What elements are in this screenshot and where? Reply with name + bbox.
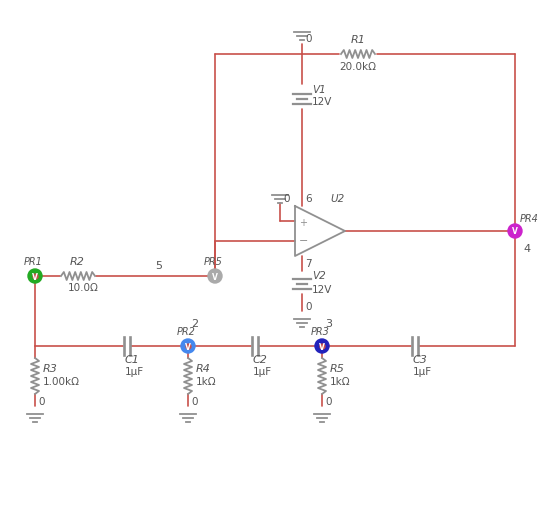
Circle shape <box>28 269 42 284</box>
Text: 0: 0 <box>283 193 289 204</box>
Text: 0: 0 <box>305 34 311 44</box>
Text: 12V: 12V <box>312 285 332 294</box>
Text: R2: R2 <box>70 257 85 267</box>
Text: V2: V2 <box>312 270 326 280</box>
Circle shape <box>508 224 522 239</box>
Text: +: + <box>300 217 307 228</box>
Text: U2: U2 <box>330 193 344 204</box>
Text: PR2: PR2 <box>176 326 196 336</box>
Text: V: V <box>32 272 38 281</box>
Text: V: V <box>319 342 325 351</box>
Text: C2: C2 <box>253 354 268 364</box>
Text: V: V <box>212 272 218 281</box>
Text: 20.0kΩ: 20.0kΩ <box>339 62 376 72</box>
Text: 5: 5 <box>155 261 162 270</box>
Text: R4: R4 <box>196 363 211 373</box>
Text: 1μF: 1μF <box>125 366 144 376</box>
Text: 1μF: 1μF <box>253 366 272 376</box>
Text: 3: 3 <box>325 318 332 328</box>
Text: 1kΩ: 1kΩ <box>196 376 217 386</box>
Text: C1: C1 <box>125 354 140 364</box>
Text: V1: V1 <box>312 85 326 95</box>
Text: 0: 0 <box>325 396 332 406</box>
Text: 0: 0 <box>38 396 45 406</box>
Text: 1μF: 1μF <box>413 366 432 376</box>
Text: V: V <box>185 342 191 351</box>
Text: −: − <box>299 236 308 245</box>
Text: 10.0Ω: 10.0Ω <box>68 282 99 293</box>
Text: 4: 4 <box>523 243 530 253</box>
Text: PR1: PR1 <box>24 257 42 267</box>
Text: 2: 2 <box>191 318 198 328</box>
Text: PR4: PR4 <box>520 214 539 223</box>
Text: 7: 7 <box>305 259 312 268</box>
Circle shape <box>315 340 329 353</box>
Circle shape <box>181 340 195 353</box>
Text: 6: 6 <box>305 193 312 204</box>
Text: R1: R1 <box>350 35 365 45</box>
Text: 0: 0 <box>191 396 197 406</box>
Text: PR3: PR3 <box>311 326 329 336</box>
Text: C3: C3 <box>413 354 428 364</box>
Text: R3: R3 <box>43 363 58 373</box>
Text: 12V: 12V <box>312 97 332 107</box>
Text: R5: R5 <box>330 363 345 373</box>
Text: 0: 0 <box>305 301 311 312</box>
Circle shape <box>208 269 222 284</box>
Text: 1.00kΩ: 1.00kΩ <box>43 376 80 386</box>
Text: V: V <box>512 227 518 236</box>
Text: PR5: PR5 <box>203 257 223 267</box>
Text: 1kΩ: 1kΩ <box>330 376 350 386</box>
